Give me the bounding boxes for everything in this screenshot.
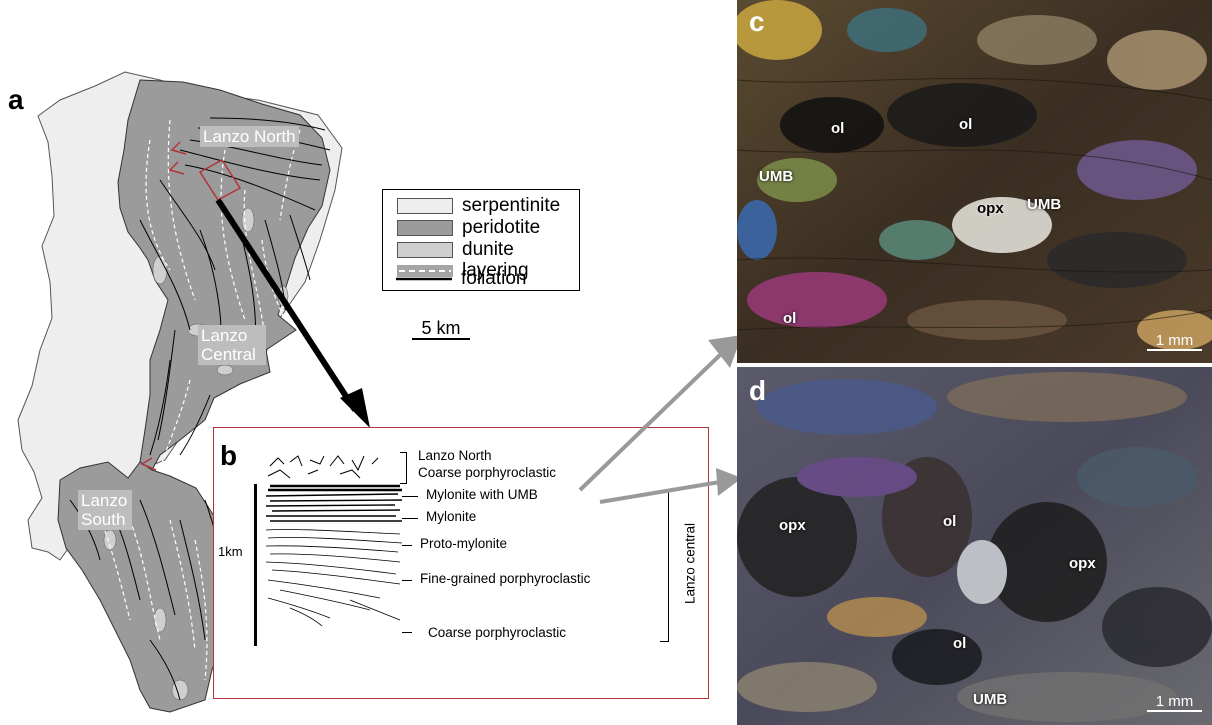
section-profile — [265, 455, 403, 627]
zone-label-north: Lanzo North Coarse porphyroclastic — [418, 448, 557, 480]
legend-item-dunite: dunite — [397, 239, 514, 260]
zone-label-fine-porphyroclastic: Fine-grained porphyroclastic — [420, 571, 591, 586]
legend-label: foliation — [461, 268, 527, 289]
legend-swatch-foliation — [396, 277, 452, 281]
panel-a-letter: a — [8, 84, 24, 115]
legend-item-peridotite: peridotite — [397, 217, 541, 238]
zone-tick — [402, 632, 412, 633]
north-bracket — [400, 452, 407, 484]
micro-label: opx — [779, 517, 806, 534]
label-lanzo-south: Lanzo South — [78, 490, 132, 530]
micro-c-scale-bar: 1 mm — [1147, 332, 1202, 351]
micrograph-d-image — [737, 367, 1212, 725]
micro-label: ol — [831, 120, 845, 137]
legend-item-foliation: foliation — [396, 268, 527, 290]
legend-label: layering — [462, 260, 529, 281]
micrograph-c-image — [737, 0, 1212, 363]
legend-swatch-dunite — [397, 242, 453, 258]
micro-d-scale-label: 1 mm — [1155, 693, 1194, 710]
zone-tick — [402, 518, 418, 519]
micro-label: UMB — [1027, 196, 1062, 213]
legend-label: dunite — [462, 239, 514, 260]
panel-b-box — [213, 427, 709, 699]
legend-swatch-serpentinite — [397, 198, 453, 214]
zone-tick — [402, 496, 418, 497]
micrograph-d: d opx ol opx ol UMB 1 mm — [737, 367, 1212, 725]
arrows-to-micrographs — [578, 335, 742, 504]
map-scale-label: 5 km — [421, 318, 461, 338]
section-scale-bar — [254, 484, 257, 646]
micro-label: ol — [783, 310, 797, 327]
micro-label: opx — [977, 200, 1004, 217]
micro-label: ol — [953, 635, 967, 652]
map-scale-bar: 5 km — [412, 318, 470, 340]
legend-label: serpentinite — [462, 195, 561, 216]
panel-b-letter: b — [220, 440, 238, 471]
zone-label-mylonite: Mylonite — [426, 509, 477, 524]
lanzo-map — [17, 71, 370, 713]
map-legend: serpentinite peridotite dunite layering — [382, 189, 580, 291]
legend-swatch-layering — [397, 265, 453, 277]
legend-item-serpentinite: serpentinite — [397, 195, 561, 216]
micro-c-scale-label: 1 mm — [1155, 332, 1194, 349]
arrow-to-b — [215, 198, 358, 412]
micrograph-c: c ol ol UMB opx UMB ol 1 mm — [737, 0, 1212, 363]
panel-d-letter: d — [749, 375, 767, 406]
zone-tick — [402, 580, 412, 581]
zone-tick — [402, 545, 412, 546]
legend-swatch-peridotite — [397, 220, 453, 236]
legend-item-layering: layering — [397, 260, 529, 281]
arrow-to-b-head — [340, 388, 370, 428]
micro-label: UMB — [759, 168, 794, 185]
micro-label: ol — [943, 513, 957, 530]
section-scale-label: 1km — [218, 544, 243, 559]
micro-label: UMB — [973, 691, 1008, 708]
micro-label: ol — [959, 116, 973, 133]
peridotite-north-central — [117, 79, 331, 471]
zone-label-mylonite-umb: Mylonite with UMB — [426, 487, 538, 502]
micro-label: opx — [1069, 555, 1096, 572]
inset-box — [198, 159, 242, 201]
micro-d-scale-bar: 1 mm — [1147, 693, 1202, 712]
zone-label-proto-mylonite: Proto-mylonite — [420, 536, 508, 551]
label-lanzo-north: Lanzo North — [200, 126, 299, 147]
legend-label: peridotite — [462, 217, 541, 238]
red-ticks — [140, 141, 187, 471]
zone-label-coarse-porphyroclastic: Coarse porphyroclastic — [428, 625, 567, 640]
label-lanzo-central: Lanzo Central — [198, 325, 266, 365]
panel-c-letter: c — [749, 6, 765, 37]
